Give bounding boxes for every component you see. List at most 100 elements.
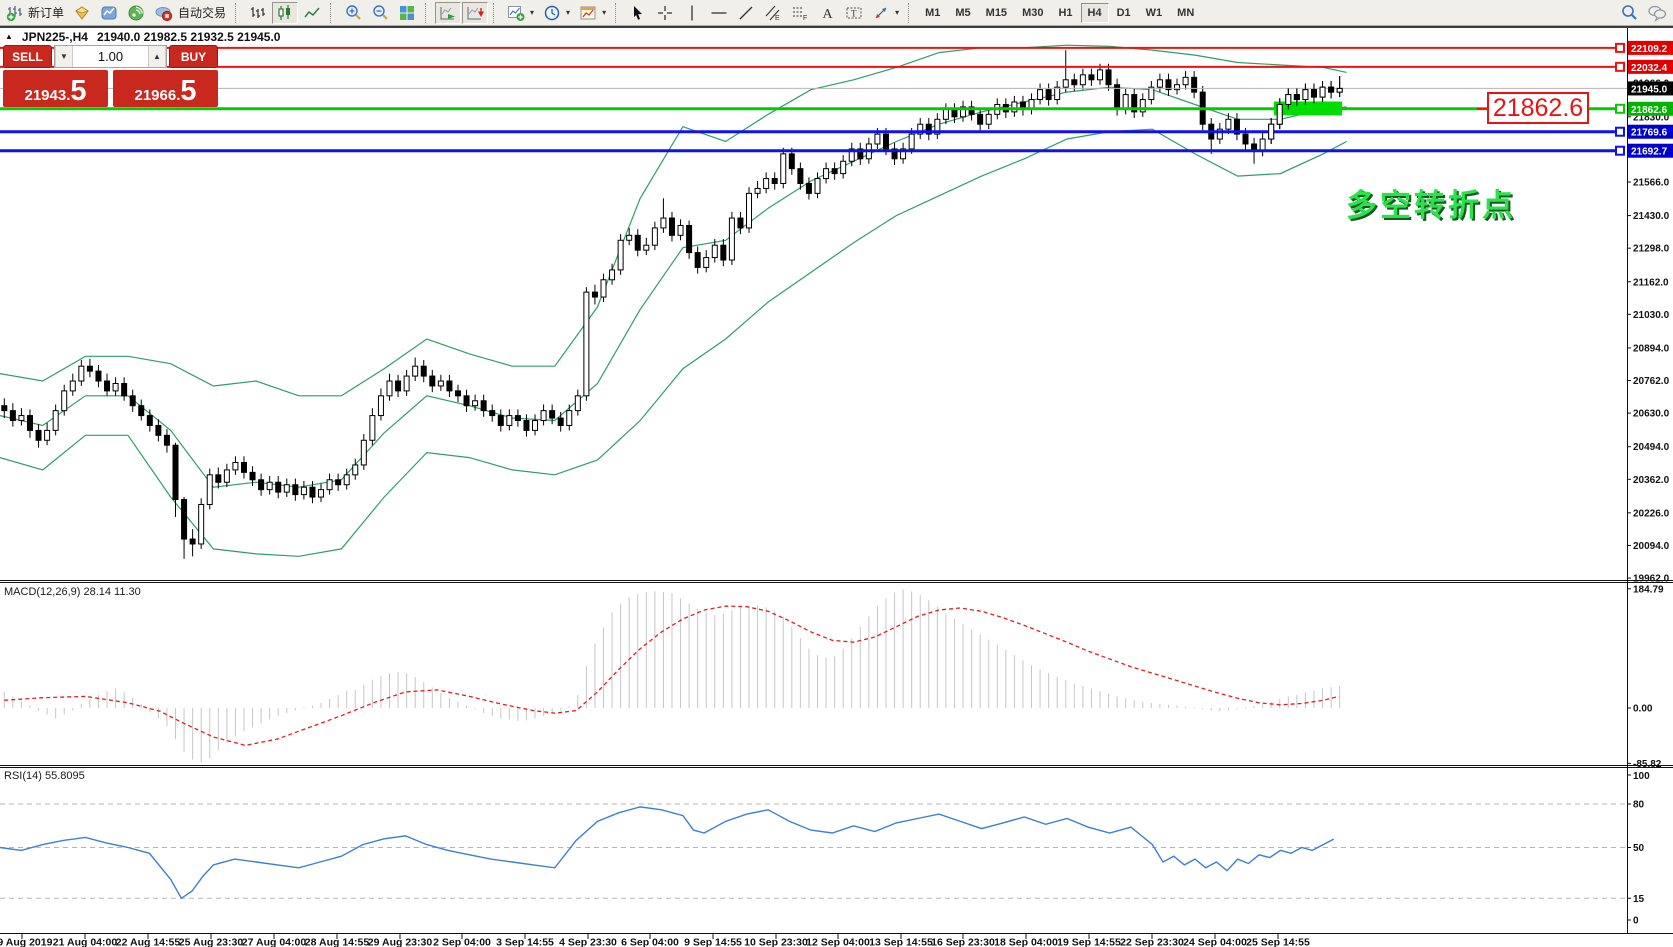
chart-annotation-text[interactable]: 多空转折点: [1346, 188, 1516, 223]
crosshair-tool-button[interactable]: [652, 2, 678, 24]
zoom-out-button[interactable]: [367, 2, 393, 24]
time-tick-label[interactable]: 19 Sep 14:55: [1057, 937, 1121, 947]
time-tick-label[interactable]: 22 Sep 23:30: [1120, 937, 1184, 947]
timeframe-w1-button[interactable]: W1: [1139, 3, 1170, 23]
search-button[interactable]: [1616, 2, 1642, 24]
buy-price[interactable]: 21966. 5: [113, 70, 218, 107]
candle: [651, 227, 658, 246]
time-tick-label[interactable]: 12 Sep 04:00: [806, 937, 870, 947]
line-end-marker[interactable]: [1615, 42, 1625, 53]
time-tick-label[interactable]: 21 Aug 04:00: [53, 937, 118, 947]
line-end-marker[interactable]: [1615, 145, 1625, 156]
chat-button[interactable]: [1643, 2, 1671, 24]
bar-chart-mode-button[interactable]: [245, 2, 271, 24]
volume-input[interactable]: 1.00: [97, 49, 124, 64]
candle: [189, 538, 196, 545]
volume-stepper: ▼ 1.00 ▲: [54, 45, 167, 68]
timeframe-m30-button[interactable]: M30: [1015, 3, 1050, 23]
new-order-button[interactable]: 新订单: [2, 2, 68, 24]
candle: [634, 234, 641, 251]
tile-windows-icon: [400, 5, 415, 20]
time-tick-label[interactable]: 25 Sep 14:55: [1246, 937, 1310, 947]
candle: [831, 168, 838, 175]
trade-panel-toggle[interactable]: ▲: [5, 31, 13, 41]
time-tick-label[interactable]: 4 Sep 23:30: [559, 937, 617, 947]
text-tool-button[interactable]: A: [814, 2, 840, 24]
price-badge: [1628, 101, 1673, 116]
time-tick-label[interactable]: 28 Aug 14:55: [305, 937, 370, 947]
accounts-button[interactable]: [96, 2, 122, 24]
candle: [9, 410, 16, 422]
candle: [1276, 103, 1283, 125]
timeframe-h4-button[interactable]: H4: [1080, 2, 1109, 23]
time-tick-label[interactable]: 10 Sep 23:30: [744, 937, 808, 947]
time-tick-label[interactable]: 18 Sep 04:00: [994, 937, 1058, 947]
line-end-marker[interactable]: [1615, 126, 1625, 137]
chart-shift-button[interactable]: [462, 1, 489, 24]
time-tick-label[interactable]: 24 Sep 04:00: [1183, 937, 1247, 947]
trendline-tool-button[interactable]: [733, 2, 759, 24]
time-tick-label[interactable]: 22 Aug 14:55: [116, 937, 181, 947]
candle: [942, 108, 949, 120]
price-callout-box[interactable]: 21862.6: [1487, 92, 1589, 124]
candle: [360, 439, 367, 466]
deposit-button[interactable]: [69, 2, 95, 24]
candle: [960, 106, 967, 118]
indicators-button[interactable]: ▾: [503, 2, 538, 24]
cursor-tool-button[interactable]: [625, 2, 651, 24]
time-tick-label[interactable]: 13 Sep 14:55: [869, 937, 933, 947]
tile-windows-button[interactable]: [394, 2, 420, 24]
time-tick-label[interactable]: 3 Sep 14:55: [496, 937, 554, 947]
periods-button[interactable]: ▾: [539, 2, 574, 24]
autotrading-button[interactable]: 自动交易: [150, 2, 230, 24]
line-end-marker[interactable]: [1615, 103, 1625, 114]
buy-button[interactable]: BUY: [169, 45, 218, 68]
zoom-in-button[interactable]: [340, 2, 366, 24]
time-tick-label[interactable]: 6 Sep 04:00: [621, 937, 679, 947]
time-tick-label[interactable]: 16 Sep 23:30: [931, 937, 995, 947]
price-badge: [1628, 59, 1673, 74]
time-tick-label[interactable]: 2 Sep 04:00: [433, 937, 491, 947]
fibonacci-tool-button[interactable]: F: [787, 2, 813, 24]
time-tick-label[interactable]: 25 Aug 23:30: [179, 937, 244, 947]
candle: [95, 370, 102, 382]
candle: [694, 252, 701, 268]
time-tick-label[interactable]: 9 Sep 14:55: [684, 937, 742, 947]
horizontal-line-tool-button[interactable]: [706, 2, 732, 24]
time-tick-label[interactable]: 19 Aug 2019: [0, 937, 53, 947]
sell-price[interactable]: 21943. 5: [3, 70, 108, 107]
timeframe-m15-button[interactable]: M15: [979, 3, 1014, 23]
volume-increase-button[interactable]: ▲: [148, 46, 166, 67]
arrows-tool-button[interactable]: ▾: [868, 2, 903, 24]
candle: [1037, 89, 1044, 101]
line-end-marker[interactable]: [1615, 61, 1625, 72]
candlestick-chart-mode-button[interactable]: [272, 1, 299, 24]
timeframe-m1-button[interactable]: M1: [918, 3, 947, 23]
candle: [549, 410, 556, 419]
timeframe-h1-button[interactable]: H1: [1051, 3, 1079, 23]
channel-tool-button[interactable]: E: [760, 2, 786, 24]
time-tick-label[interactable]: 29 Aug 23:30: [368, 937, 433, 947]
candle: [240, 461, 247, 473]
time-tick-label[interactable]: 27 Aug 04:00: [242, 937, 307, 947]
signals-button[interactable]: [123, 2, 149, 24]
vertical-line-tool-button[interactable]: [679, 2, 705, 24]
candle: [506, 415, 513, 426]
candle: [1011, 101, 1018, 113]
highlight-box[interactable]: [1274, 101, 1342, 116]
candle: [951, 108, 958, 118]
timeframe-m5-button[interactable]: M5: [948, 3, 977, 23]
add-indicator-icon: [508, 5, 525, 21]
sell-price-pip: 5: [70, 75, 87, 107]
candle: [934, 118, 941, 135]
timeframe-mn-button[interactable]: MN: [1170, 3, 1201, 23]
volume-decrease-button[interactable]: ▼: [55, 46, 73, 67]
timeframe-d1-button[interactable]: D1: [1110, 3, 1138, 23]
templates-button[interactable]: ▾: [575, 2, 610, 24]
text-label-tool-button[interactable]: T: [841, 2, 867, 24]
auto-scroll-button[interactable]: [435, 1, 462, 24]
line-chart-mode-button[interactable]: [299, 2, 325, 24]
price-badge-label: 21862.6: [1631, 105, 1668, 116]
sell-button[interactable]: SELL: [3, 45, 52, 68]
